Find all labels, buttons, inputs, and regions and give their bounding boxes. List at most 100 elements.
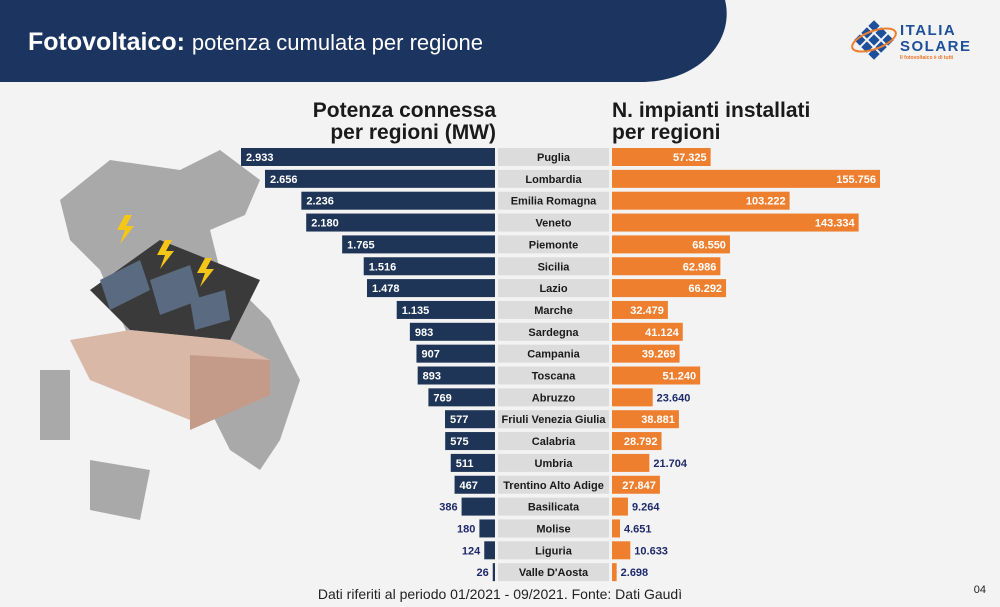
- power-bar: [461, 497, 495, 516]
- region-label-box: [498, 169, 609, 188]
- region-label: Piemonte: [529, 239, 579, 251]
- installations-bar: [612, 191, 790, 210]
- installations-value-label: 38.881: [641, 414, 675, 426]
- power-value-label: 1.765: [347, 239, 375, 251]
- power-value-label: 769: [433, 392, 451, 404]
- power-value-label: 180: [457, 523, 475, 535]
- installations-bar: [612, 388, 653, 407]
- power-value-label: 575: [450, 436, 468, 448]
- region-label: Abruzzo: [532, 392, 576, 404]
- installations-bar: [612, 453, 650, 472]
- installations-bar: [612, 257, 721, 276]
- region-label: Liguria: [535, 545, 573, 557]
- installations-value-label: 23.640: [657, 392, 691, 404]
- power-value-label: 893: [423, 371, 441, 383]
- region-label-box: [498, 388, 609, 407]
- power-value-label: 2.236: [306, 196, 334, 208]
- installations-value-label: 143.334: [815, 218, 856, 230]
- header-banner: [0, 0, 727, 82]
- power-bar: [479, 519, 495, 538]
- power-value-label: 983: [415, 327, 433, 339]
- installations-value-label: 62.986: [683, 261, 717, 273]
- power-column-title: Potenza connessa per regioni (MW): [312, 99, 496, 144]
- region-label: Sicilia: [538, 261, 571, 273]
- installations-bar: [612, 366, 701, 385]
- power-value-label: 2.656: [270, 174, 298, 186]
- power-value-label: 2.933: [246, 152, 274, 164]
- power-bar: [428, 388, 495, 407]
- power-bar: [417, 366, 495, 385]
- region-label-box: [498, 563, 609, 582]
- region-label-box: [498, 366, 609, 385]
- installations-bar: [612, 475, 660, 494]
- power-value-label: 124: [462, 545, 481, 557]
- region-label-box: [498, 344, 609, 363]
- power-bar: [484, 541, 495, 560]
- installations-bar: [612, 169, 880, 188]
- region-label-box: [498, 453, 609, 472]
- installations-column-title: N. impianti installati per regioni: [612, 99, 811, 144]
- region-label-box: [498, 279, 609, 298]
- house-icon: [70, 215, 270, 430]
- installations-bar: [612, 497, 628, 516]
- installations-value-label: 10.633: [634, 545, 668, 557]
- region-label-box: [498, 235, 609, 254]
- power-bar: [301, 191, 495, 210]
- installations-value-label: 2.698: [621, 567, 649, 579]
- installations-bar: [612, 410, 679, 429]
- region-label: Calabria: [532, 436, 576, 448]
- power-value-label: 1.478: [372, 283, 400, 295]
- power-bar: [306, 213, 495, 232]
- power-value-label: 907: [421, 349, 439, 361]
- logo-line2: SOLARE: [900, 38, 972, 55]
- region-label: Emilia Romagna: [511, 196, 597, 208]
- page-number: 04: [973, 584, 986, 596]
- region-label-box: [498, 213, 609, 232]
- region-label: Umbria: [535, 458, 574, 470]
- installations-bar: [612, 344, 680, 363]
- installations-bar: [612, 322, 683, 341]
- region-label: Valle D'Aosta: [519, 567, 589, 579]
- italy-house-illustration: [40, 150, 300, 520]
- power-value-label: 1.516: [369, 261, 397, 273]
- installations-bar: [612, 213, 859, 232]
- source-note: Dati riferiti al periodo 01/2021 - 09/20…: [317, 586, 683, 602]
- installations-value-label: 51.240: [663, 371, 697, 383]
- region-label-box: [498, 519, 609, 538]
- installations-value-label: 9.264: [632, 502, 660, 514]
- region-label: Marche: [534, 305, 573, 317]
- power-bar: [396, 300, 495, 319]
- installations-bar: [612, 432, 662, 451]
- power-bar: [416, 344, 495, 363]
- installations-bar: [612, 519, 621, 538]
- power-value-label: 1.135: [402, 305, 430, 317]
- installations-value-label: 32.479: [630, 305, 664, 317]
- region-label-box: [498, 191, 609, 210]
- power-bar: [367, 279, 495, 298]
- region-label: Molise: [536, 523, 570, 535]
- region-label: Campania: [527, 349, 580, 361]
- region-label: Sardegna: [528, 327, 579, 339]
- region-label-box: [498, 410, 609, 429]
- installations-value-label: 68.550: [692, 239, 726, 251]
- region-label: Lazio: [539, 283, 567, 295]
- power-bar: [342, 235, 495, 254]
- installations-bar: [612, 541, 631, 560]
- region-label: Puglia: [537, 152, 571, 164]
- installations-value-label: 28.792: [624, 436, 658, 448]
- italia-solare-logo: ITALIA SOLARE Il fotovoltaico è di tutti: [850, 16, 1000, 66]
- region-label-box: [498, 497, 609, 516]
- installations-value-label: 4.651: [624, 523, 652, 535]
- region-label-box: [498, 148, 609, 166]
- region-label: Basilicata: [528, 502, 580, 514]
- logo-line1: ITALIA: [900, 22, 957, 39]
- region-label: Toscana: [532, 371, 577, 383]
- power-value-label: 467: [460, 480, 478, 492]
- power-bar: [445, 432, 495, 451]
- region-label: Lombardia: [525, 174, 582, 186]
- region-label-box: [498, 322, 609, 341]
- power-bar: [492, 563, 495, 582]
- page-title: Fotovoltaico: potenza cumulata per regio…: [28, 28, 483, 56]
- region-label: Friuli Venezia Giulia: [502, 414, 607, 426]
